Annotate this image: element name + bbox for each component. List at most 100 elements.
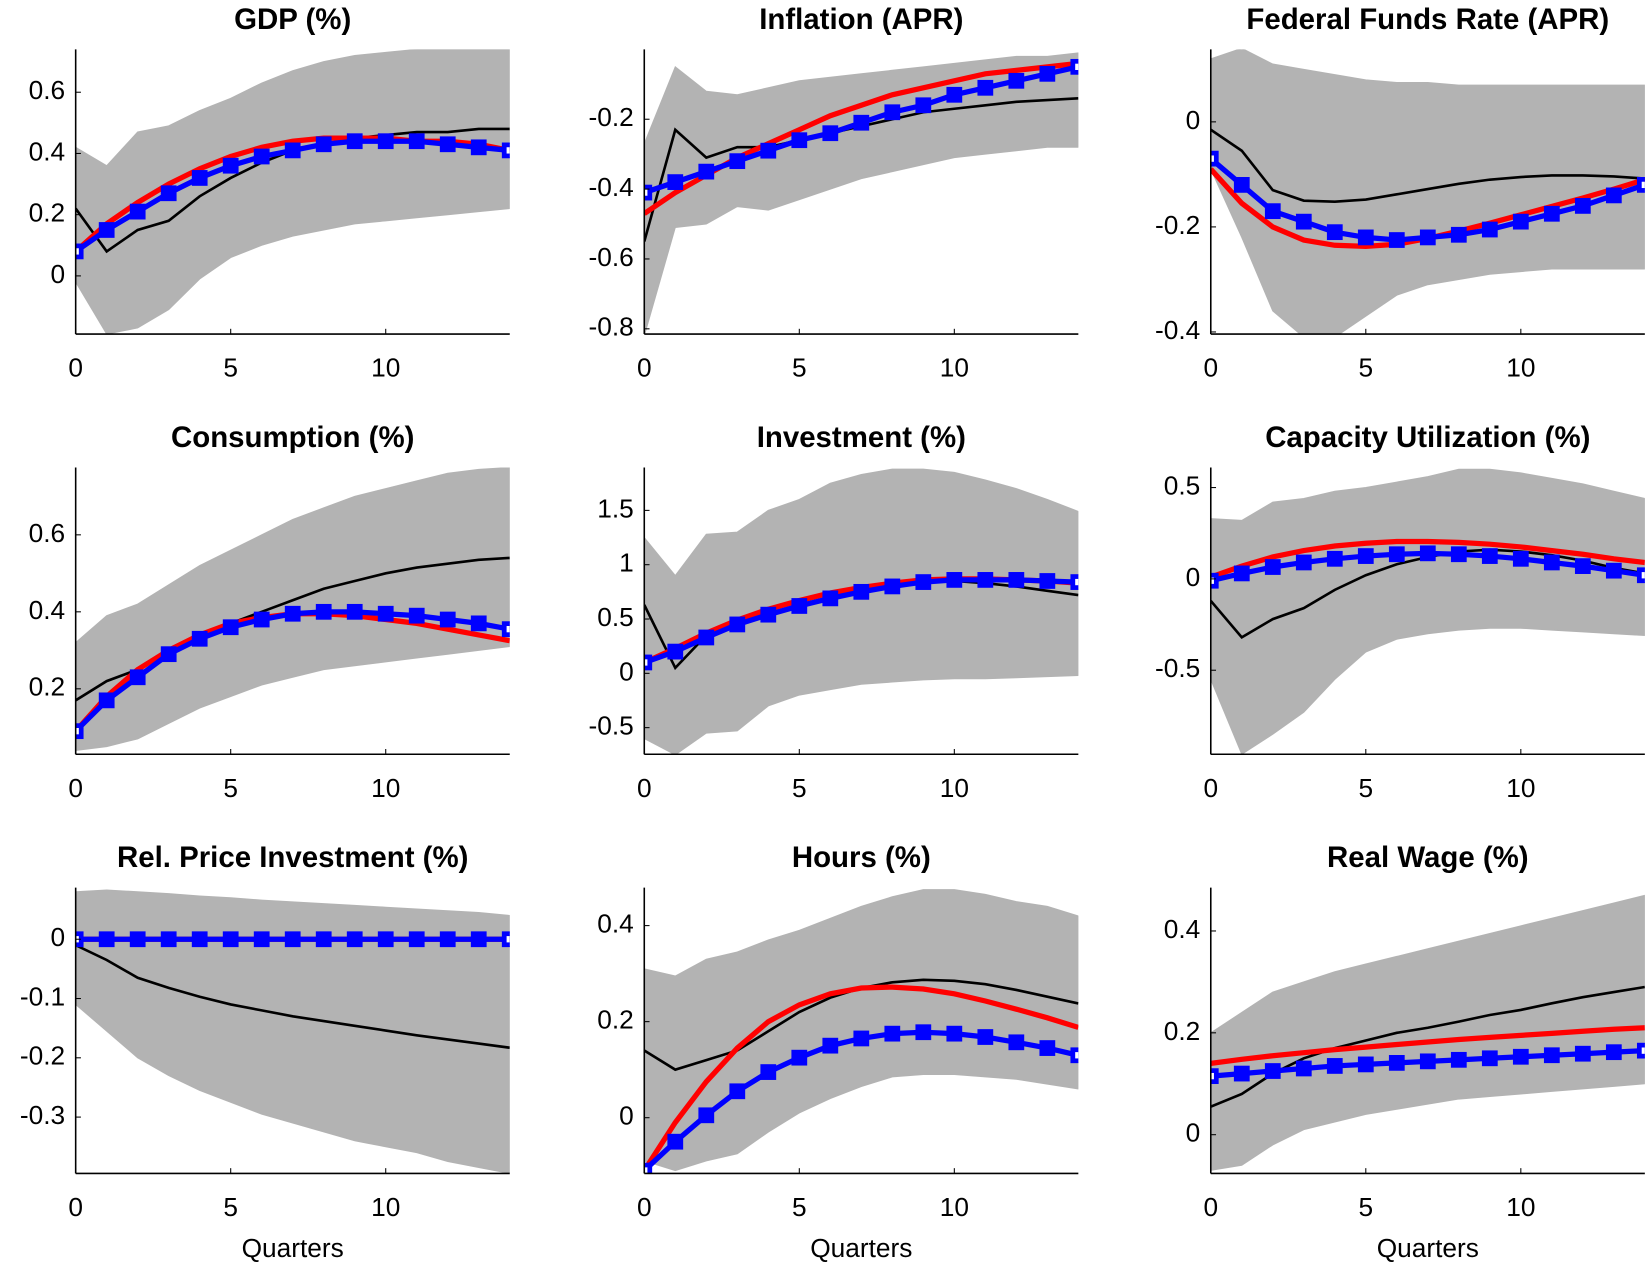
series-marker — [377, 931, 394, 948]
series-marker — [1070, 58, 1079, 75]
series-marker — [1326, 550, 1343, 567]
y-tick-label: 1.5 — [597, 493, 634, 523]
y-tick-label: 0 — [619, 1101, 634, 1131]
series-marker — [1070, 574, 1079, 590]
series-marker — [1295, 1060, 1312, 1077]
series-marker — [1210, 572, 1219, 589]
series-marker — [946, 86, 963, 103]
x-axis-label: Quarters — [1377, 1233, 1479, 1263]
series-marker — [1605, 187, 1622, 204]
x-tick-label: 10 — [371, 1192, 400, 1222]
series-marker — [915, 1024, 932, 1041]
panel: GDP (%) 0 0.2 0.4 0.6 0 5 10 — [29, 3, 510, 383]
series-marker — [1543, 1047, 1560, 1064]
series-marker — [1605, 562, 1622, 579]
series-marker — [822, 590, 839, 607]
chart-title: Rel. Price Investment (%) — [117, 841, 468, 874]
series-marker — [346, 603, 363, 620]
series-marker — [1574, 198, 1591, 214]
series-marker — [377, 605, 394, 622]
y-tick-label: 0.6 — [29, 75, 66, 105]
x-tick-label: 10 — [1506, 773, 1535, 803]
y-tick-label: -0.2 — [1155, 210, 1200, 240]
series-marker — [1295, 213, 1312, 230]
chart-title: Hours (%) — [792, 841, 931, 874]
series-marker — [791, 598, 808, 614]
x-axis-label: Quarters — [810, 1233, 912, 1263]
series-marker — [284, 142, 301, 159]
x-tick-label: 5 — [792, 353, 807, 383]
y-tick-label: -0.6 — [589, 242, 634, 272]
series-marker — [222, 619, 239, 636]
x-tick-label: 0 — [1203, 1192, 1218, 1222]
y-tick-label: -0.8 — [589, 312, 634, 342]
x-tick-label: 5 — [1358, 1192, 1373, 1222]
series-marker — [408, 931, 425, 948]
plot-area — [75, 889, 510, 1174]
series-marker — [760, 1064, 777, 1080]
series-marker — [1008, 572, 1025, 588]
y-tick-label: 0 — [1186, 1118, 1201, 1148]
series-line — [1210, 538, 1645, 580]
series-marker — [129, 669, 146, 686]
series-marker — [315, 136, 332, 153]
y-tick-label: 0.5 — [597, 602, 634, 632]
series-marker — [501, 621, 510, 638]
series-marker — [1481, 548, 1498, 564]
plot-area — [75, 49, 510, 335]
series-marker — [1636, 1042, 1645, 1059]
panel: Investment (%) -0.5 0 0.5 1 1.5 0 5 10 — [589, 421, 1079, 803]
series-marker — [1210, 150, 1219, 167]
x-tick-label: 0 — [68, 773, 83, 803]
x-tick-label: 0 — [68, 353, 83, 383]
series-marker — [698, 629, 715, 646]
series-marker — [853, 1030, 870, 1047]
plot-area — [1210, 468, 1645, 755]
series-marker — [946, 572, 963, 588]
series-marker — [1543, 205, 1560, 222]
series-marker — [315, 931, 332, 948]
series-marker — [1357, 229, 1374, 246]
series-marker — [1543, 554, 1560, 571]
series-line — [75, 943, 510, 1050]
series-marker — [75, 723, 84, 740]
series-marker — [1233, 1065, 1250, 1082]
y-tick-label: -0.1 — [20, 981, 65, 1011]
series-marker — [1450, 226, 1467, 243]
series-marker — [1070, 1047, 1079, 1064]
series-marker — [946, 1025, 963, 1042]
x-tick-label: 0 — [637, 353, 652, 383]
y-tick-label: 0.2 — [597, 1005, 634, 1035]
series-marker — [791, 132, 808, 149]
series-marker — [222, 931, 239, 948]
series-marker — [1450, 546, 1467, 563]
x-tick-label: 5 — [792, 773, 807, 803]
y-tick-label: 0.5 — [1164, 471, 1201, 501]
series-marker — [1039, 65, 1056, 82]
series-marker — [470, 615, 487, 632]
series-marker — [1574, 558, 1591, 574]
series-marker — [1388, 1055, 1405, 1071]
series-marker — [439, 136, 456, 153]
series-marker — [1512, 550, 1529, 567]
series-marker — [346, 931, 363, 948]
series-marker — [1388, 232, 1405, 248]
series-marker — [1008, 1034, 1025, 1051]
series-marker — [1605, 1044, 1622, 1061]
panel: Capacity Utilization (%) -0.5 0 0.5 0 5 10 — [1155, 421, 1645, 803]
series-marker — [284, 931, 301, 948]
x-tick-label: 10 — [371, 773, 400, 803]
plot-area — [644, 468, 1079, 755]
series-marker — [439, 931, 456, 948]
series-marker — [698, 1107, 715, 1124]
chart-title: Federal Funds Rate (APR) — [1246, 3, 1609, 36]
series-marker — [667, 174, 684, 190]
confidence-band — [644, 52, 1079, 335]
chart-title: Real Wage (%) — [1327, 841, 1529, 874]
series-marker — [160, 646, 177, 663]
x-tick-label: 10 — [940, 773, 969, 803]
series-marker — [160, 185, 177, 202]
y-tick-label: -0.4 — [589, 172, 634, 202]
series-marker — [284, 605, 301, 622]
confidence-band — [644, 468, 1079, 755]
